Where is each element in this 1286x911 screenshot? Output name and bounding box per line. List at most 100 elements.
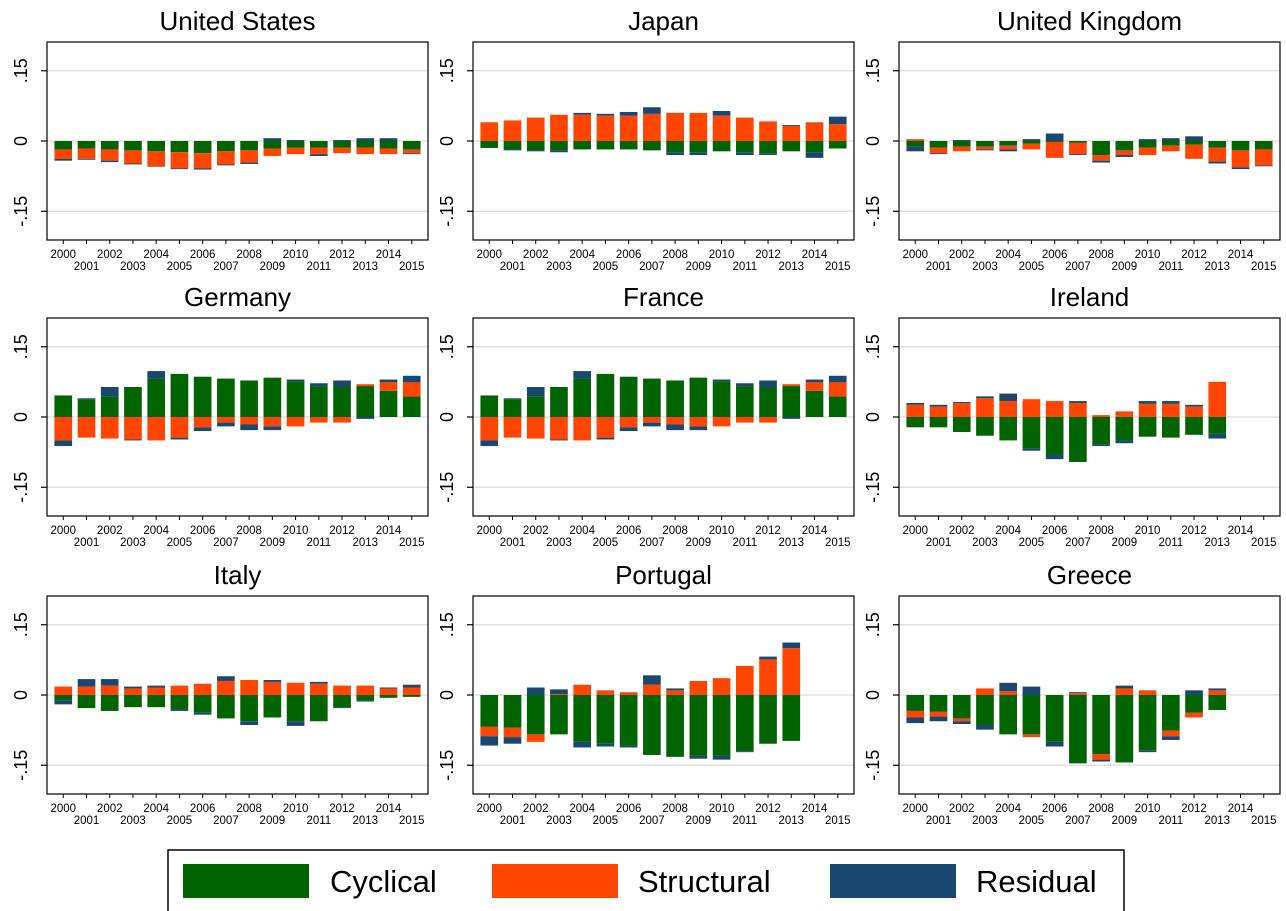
bar-japan-2011-residual — [735, 152, 754, 156]
bar-japan-2014-structural — [805, 122, 824, 141]
bar-portugal-2002-residual — [526, 687, 545, 695]
bar-greece-2013-structural — [1208, 690, 1227, 695]
x-tick-label-italy-2015: 2015 — [399, 815, 425, 827]
x-tick-label-france-2012: 2012 — [755, 525, 781, 537]
x-tick-label-united-states-2002: 2002 — [97, 249, 123, 261]
x-tick-label-france-2014: 2014 — [802, 525, 828, 537]
bar-france-2001-residual — [503, 398, 522, 400]
bar-greece-2010-structural — [1138, 690, 1157, 695]
bar-united-kingdom-2005-residual — [1022, 139, 1041, 141]
bar-united-kingdom-2009-structural — [1115, 150, 1134, 156]
bar-italy-2003-structural — [124, 688, 142, 695]
y-tick-label-greece-2: -.15 — [863, 750, 883, 781]
x-tick-label-japan-2001: 2001 — [500, 261, 526, 273]
legend-swatch-structural — [492, 864, 618, 898]
x-tick-label-united-states-2014: 2014 — [376, 249, 402, 261]
bar-united-kingdom-2014-structural — [1231, 150, 1250, 168]
x-tick-label-japan-2010: 2010 — [709, 249, 735, 261]
y-tick-label-germany-2: -.15 — [11, 472, 31, 503]
bar-united-states-2011-residual — [309, 154, 328, 156]
x-tick-label-greece-2009: 2009 — [1112, 815, 1138, 827]
bar-united-states-2010-cyclical — [286, 141, 305, 148]
bar-italy-2012-cyclical — [333, 695, 351, 708]
bar-portugal-2006-structural — [619, 692, 638, 695]
x-tick-label-united-kingdom-2001: 2001 — [926, 261, 952, 273]
x-tick-label-greece-2005: 2005 — [1019, 815, 1045, 827]
bar-japan-2015-residual — [828, 116, 847, 125]
bar-italy-2003-cyclical — [124, 695, 142, 708]
bar-portugal-2009-structural — [689, 680, 708, 695]
bar-japan-2009-residual — [689, 152, 708, 156]
x-tick-label-france-2005: 2005 — [593, 537, 619, 549]
x-tick-label-united-kingdom-2012: 2012 — [1181, 249, 1207, 261]
panel-title-ireland: Ireland — [1050, 282, 1130, 312]
bar-japan-2002-residual — [526, 150, 545, 152]
bar-united-states-2002-residual — [100, 160, 119, 163]
bar-france-2014-structural — [805, 382, 824, 391]
x-tick-label-portugal-2004: 2004 — [569, 803, 595, 815]
bar-japan-2009-cyclical — [689, 141, 708, 153]
x-tick-label-greece-2003: 2003 — [972, 815, 998, 827]
bar-portugal-2005-cyclical — [596, 695, 615, 744]
x-tick-label-japan-2003: 2003 — [546, 261, 572, 273]
bar-japan-2012-cyclical — [759, 141, 777, 154]
x-tick-label-united-kingdom-2015: 2015 — [1251, 261, 1277, 273]
bar-italy-2013-structural — [356, 685, 375, 695]
bar-portugal-2011-cyclical — [735, 695, 754, 752]
bar-united-kingdom-2014-residual — [1231, 167, 1250, 170]
bar-germany-2008-cyclical — [240, 380, 258, 417]
x-tick-label-japan-2007: 2007 — [639, 261, 665, 273]
bar-united-kingdom-2007-structural — [1069, 142, 1087, 155]
bar-germany-2006-cyclical — [193, 376, 212, 417]
x-tick-label-portugal-2006: 2006 — [616, 803, 642, 815]
bar-united-kingdom-2002-structural — [952, 146, 971, 152]
bar-portugal-2013-cyclical — [782, 695, 801, 741]
y-tick-label-portugal-0: .15 — [437, 612, 457, 637]
bar-united-kingdom-2008-residual — [1092, 160, 1110, 163]
bar-japan-2004-residual — [573, 112, 592, 115]
bar-ireland-2010-structural — [1138, 403, 1157, 417]
bar-united-states-2011-cyclical — [309, 141, 328, 148]
bar-france-2002-structural — [526, 417, 545, 439]
bar-ireland-2011-residual — [1161, 401, 1180, 404]
bar-france-2011-residual — [735, 383, 754, 387]
bar-united-states-2000-cyclical — [54, 141, 73, 150]
panel-title-germany: Germany — [184, 282, 291, 312]
bar-ireland-2012-cyclical — [1185, 417, 1203, 435]
bar-ireland-2007-structural — [1069, 402, 1087, 417]
y-tick-label-united-states-2: -.15 — [11, 196, 31, 227]
bar-germany-2010-cyclical — [286, 381, 305, 417]
bar-united-states-2010-structural — [286, 147, 305, 155]
bar-portugal-2009-cyclical — [689, 695, 708, 756]
bar-portugal-2011-structural — [735, 665, 754, 695]
bar-ireland-2010-cyclical — [1138, 417, 1157, 437]
x-tick-label-portugal-2002: 2002 — [523, 803, 549, 815]
bar-japan-2013-residual — [782, 125, 801, 127]
bar-ireland-2001-structural — [929, 406, 948, 417]
bar-greece-2013-cyclical — [1208, 695, 1227, 710]
bar-italy-2005-structural — [170, 685, 189, 695]
bar-ireland-2008-structural — [1092, 415, 1110, 417]
bar-greece-2000-residual — [906, 717, 925, 724]
bar-france-2010-structural — [712, 417, 731, 427]
bar-germany-2006-structural — [193, 417, 212, 428]
bar-japan-2010-residual — [712, 111, 731, 116]
bar-france-2013-cyclical — [782, 386, 801, 417]
x-tick-label-united-states-2005: 2005 — [167, 261, 193, 273]
bar-japan-2004-structural — [573, 114, 592, 141]
bar-france-2008-structural — [666, 417, 684, 425]
bar-italy-2007-residual — [217, 676, 235, 681]
bar-japan-2015-structural — [828, 124, 847, 141]
bar-portugal-2005-structural — [596, 690, 615, 695]
y-tick-label-japan-2: -.15 — [437, 196, 457, 227]
bar-italy-2005-residual — [170, 709, 189, 711]
bar-france-2014-cyclical — [805, 390, 824, 417]
bar-united-states-2006-cyclical — [193, 141, 212, 154]
bar-germany-2001-residual — [77, 398, 96, 400]
bar-ireland-2001-cyclical — [929, 417, 948, 428]
legend-swatch-cyclical — [183, 864, 309, 898]
bar-italy-2013-residual — [356, 700, 375, 702]
